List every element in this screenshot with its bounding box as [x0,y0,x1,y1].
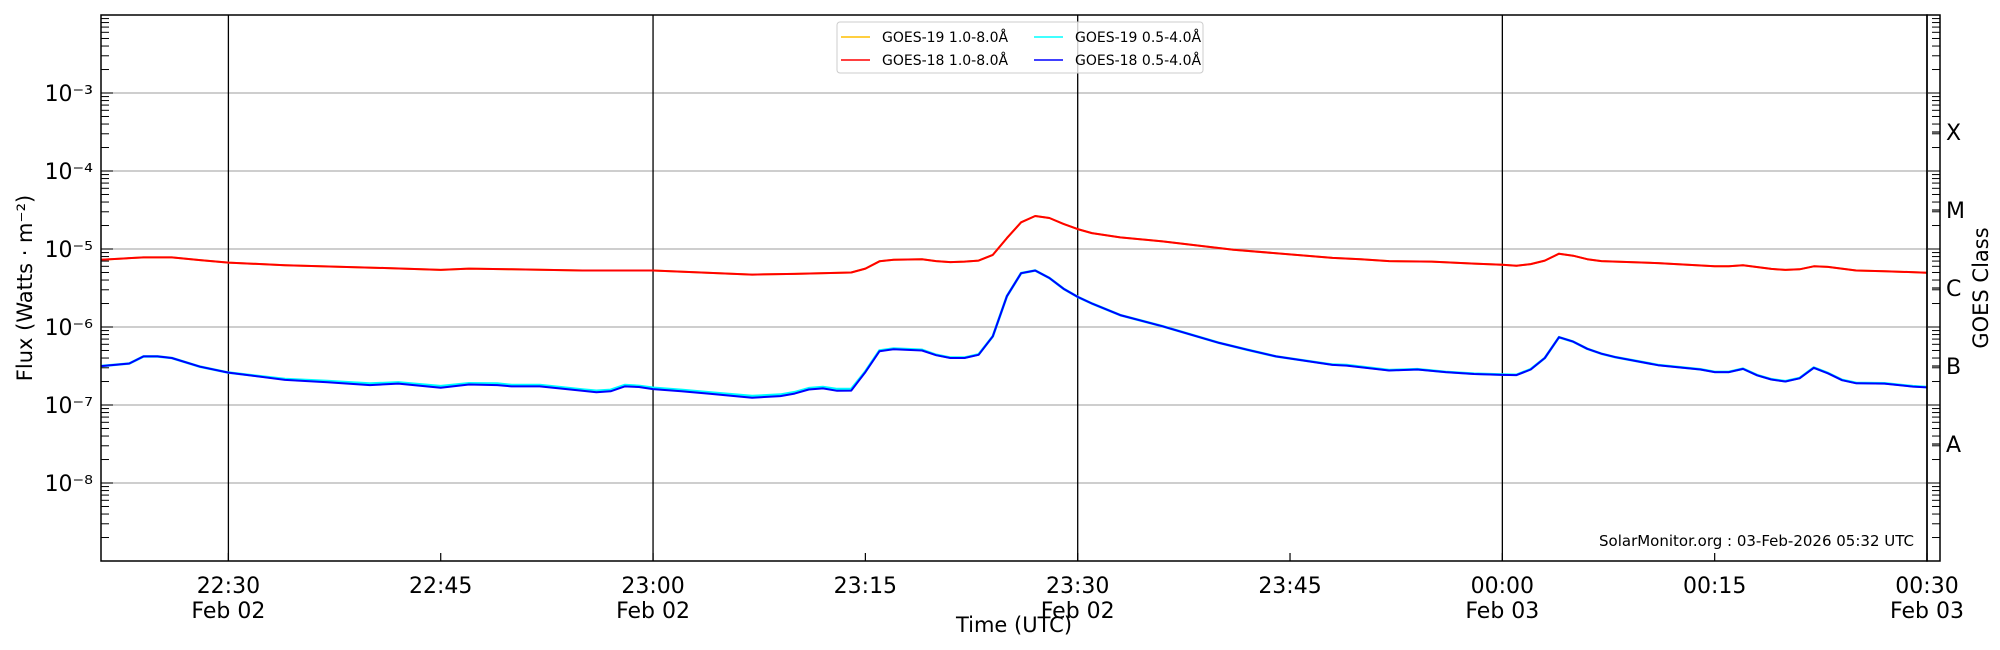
y-tick-label: 10⁻⁴ [45,160,94,185]
legend-label: GOES-18 0.5-4.0Å [1075,52,1201,69]
y-tick-label: 10⁻⁷ [45,394,93,419]
legend-label: GOES-18 1.0-8.0Å [882,52,1008,69]
grid [101,92,1927,484]
x-tick-label: 00:00 [1471,574,1534,599]
y-tick-label: 10⁻³ [45,82,93,107]
series-line-3 [100,269,1928,399]
y-tick-label: 10⁻⁵ [45,238,93,263]
y-axis-label: Flux (Watts · m⁻²) [13,195,37,381]
x-tick-date-label: Feb 02 [1041,599,1115,624]
x-tick-label: 22:45 [409,574,472,599]
y-tick-label: 10⁻⁸ [45,472,94,497]
class-tick-label: M [1946,199,1965,224]
class-tick-label: X [1946,121,1961,146]
y-tick-label: 10⁻⁶ [45,316,94,341]
x-tick-label: 23:45 [1258,574,1321,599]
legend: GOES-19 1.0-8.0Å GOES-18 1.0-8.0Å GOES-19 … [836,21,1204,74]
class-tick-label: C [1946,277,1961,302]
series-line-1 [100,269,1928,398]
class-tick-label: A [1946,433,1961,458]
series-line-2 [100,215,1928,276]
plot-frame [100,14,1928,562]
series-line-0 [100,215,1928,276]
legend-label: GOES-19 1.0-8.0Å [882,29,1008,46]
class-tick-label: B [1946,355,1961,380]
legend-box [836,21,1204,74]
x-tick-label: 23:15 [834,574,897,599]
x-tick-label: 00:15 [1683,574,1746,599]
x-tick-label: 00:30 [1895,574,1958,599]
x-tick-date-label: Feb 02 [191,599,265,624]
plot-series [100,215,1928,399]
x-tick-date-label: Feb 02 [616,599,690,624]
x-tick-label: 22:30 [197,574,260,599]
legend-label: GOES-19 0.5-4.0Å [1075,29,1201,46]
x-tick-label: 23:30 [1046,574,1109,599]
x-tick-label: 23:00 [621,574,684,599]
x-tick-date-label: Feb 03 [1465,599,1539,624]
watermark: SolarMonitor.org : 03-Feb-2026 05:32 UTC [1599,532,1914,550]
x-axis-label: Time (UTC) [955,613,1072,637]
y2-axis-label: GOES Class [1969,227,1993,348]
day-time-lines [227,15,1503,561]
class-axis-frame [1926,14,1941,562]
x-tick-date-label: Feb 03 [1890,599,1964,624]
